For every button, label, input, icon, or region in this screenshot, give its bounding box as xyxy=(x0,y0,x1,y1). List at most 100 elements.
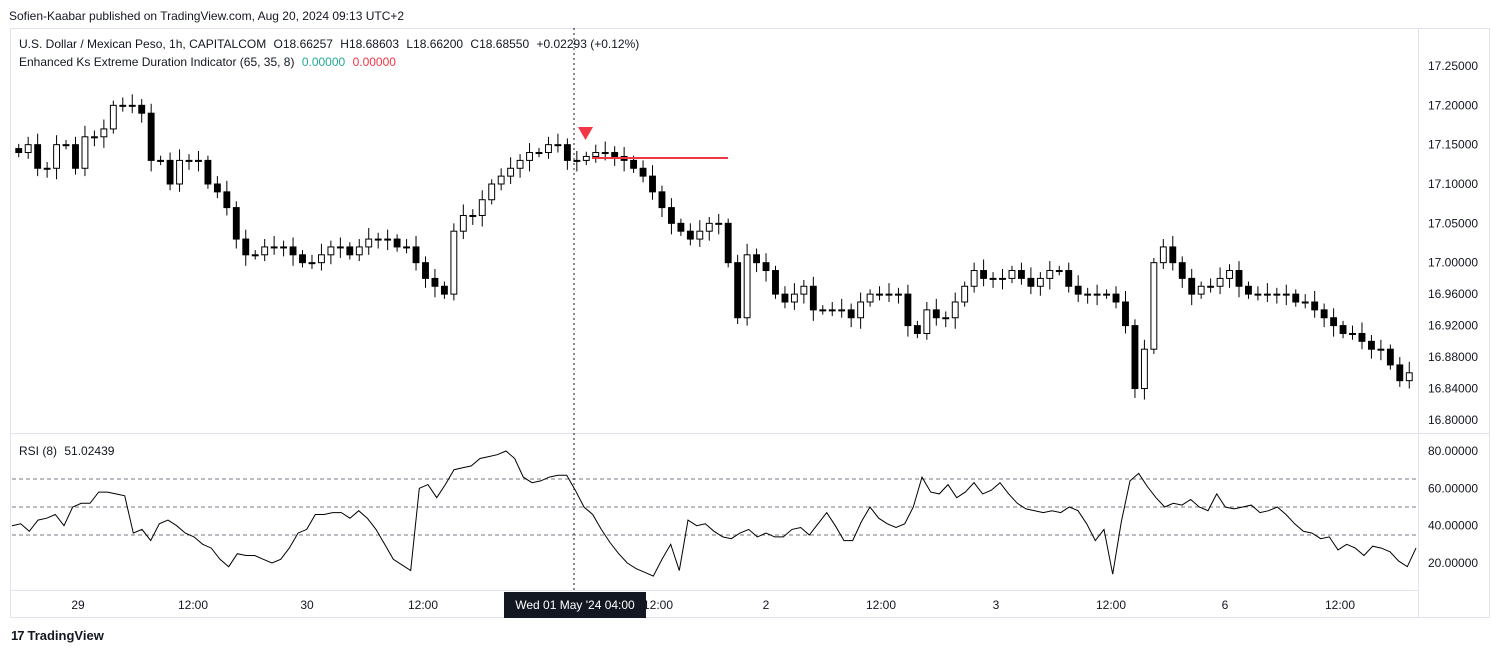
candle-up xyxy=(384,238,392,241)
candle-down xyxy=(299,254,306,264)
candle-down xyxy=(1178,262,1186,279)
rsi-tick-label: 40.00000 xyxy=(1428,519,1478,533)
candle-down xyxy=(440,285,448,295)
candle-up xyxy=(109,104,117,130)
candle-up xyxy=(1263,293,1271,296)
candle-up xyxy=(1377,348,1385,351)
candle-up xyxy=(128,104,136,107)
candle-down xyxy=(630,159,638,169)
candle-up xyxy=(1226,270,1233,279)
candle-down xyxy=(34,144,42,169)
candle-up xyxy=(403,246,410,249)
candle-down xyxy=(677,222,685,232)
candle-up xyxy=(318,254,325,264)
rsi-tick-label: 60.00000 xyxy=(1428,481,1478,495)
candle-up xyxy=(185,159,193,162)
candle-up xyxy=(1093,293,1101,296)
candle-up xyxy=(81,136,89,169)
candle-down xyxy=(668,207,675,224)
candle-up xyxy=(261,246,269,256)
time-tick-label: 29 xyxy=(71,598,85,612)
symbol-legend[interactable]: U.S. Dollar / Mexican Peso, 1h, CAPITALC… xyxy=(19,37,643,51)
candle-down xyxy=(563,144,571,161)
candle-up xyxy=(478,199,486,216)
price-tick-label: 17.25000 xyxy=(1428,59,1478,73)
candle-down xyxy=(649,175,656,193)
candle-down xyxy=(1320,309,1328,319)
indicator-title: Enhanced Ks Extreme Duration Indicator (… xyxy=(19,55,295,69)
time-tick-label: 12:00 xyxy=(178,598,208,612)
candle-up xyxy=(942,317,950,320)
candle-up xyxy=(176,159,183,185)
candle-up xyxy=(857,301,865,319)
close-value: C18.68550 xyxy=(470,37,530,51)
candle-down xyxy=(223,191,231,209)
tradingview-footer[interactable]: 17 TradingView xyxy=(11,628,104,643)
time-tick-label: 12:00 xyxy=(1096,598,1126,612)
candle-up xyxy=(1273,293,1281,296)
candle-up xyxy=(790,293,798,303)
candle-up xyxy=(1036,277,1044,287)
rsi-tick-label: 20.00000 xyxy=(1428,556,1478,570)
candle-up xyxy=(507,167,515,177)
rsi-value: 51.02439 xyxy=(64,444,115,458)
publisher-caption: Sofien-Kaabar published on TradingView.c… xyxy=(9,9,405,23)
chart-frame xyxy=(10,28,1490,618)
candle-down xyxy=(412,246,420,264)
time-tick-label: 12:00 xyxy=(408,598,438,612)
time-tick-label: 30 xyxy=(300,598,314,612)
candle-up xyxy=(119,104,127,107)
candle-down xyxy=(138,104,146,114)
candle-up xyxy=(1140,348,1148,390)
price-tick-label: 17.15000 xyxy=(1428,138,1478,152)
candle-down xyxy=(734,262,742,319)
candle-up xyxy=(1301,301,1309,304)
candle-up xyxy=(488,183,496,201)
price-tick-label: 16.84000 xyxy=(1428,382,1478,396)
candle-up xyxy=(800,285,808,295)
candle-down xyxy=(913,325,921,334)
candle-down xyxy=(72,144,79,169)
change-value: +0.02293 (+0.12%) xyxy=(536,37,640,51)
candle-down xyxy=(232,207,240,240)
candle-down xyxy=(204,159,212,185)
price-tick-label: 17.20000 xyxy=(1428,98,1478,112)
rsi-title: RSI (8) xyxy=(19,444,58,458)
candle-up xyxy=(819,309,827,312)
rsi-line xyxy=(11,450,1417,577)
candle-up xyxy=(53,144,61,169)
candle-down xyxy=(1027,277,1035,287)
candle-up xyxy=(526,152,533,161)
candle-up xyxy=(705,222,713,232)
candle-down xyxy=(1292,293,1300,303)
candle-down xyxy=(289,246,297,256)
time-tick-label: 12:00 xyxy=(866,598,896,612)
candle-down xyxy=(762,262,770,272)
indicator-legend[interactable]: Enhanced Ks Extreme Duration Indicator (… xyxy=(19,55,400,69)
rsi-legend[interactable]: RSI (8) 51.02439 xyxy=(19,444,118,458)
candle-down xyxy=(1131,325,1139,390)
time-tick-label: 12:00 xyxy=(643,598,673,612)
candle-up xyxy=(497,175,505,185)
candle-down xyxy=(639,167,647,177)
candle-up xyxy=(895,293,902,296)
candle-up xyxy=(1405,372,1413,382)
candle-down xyxy=(213,183,221,193)
candle-up xyxy=(24,144,32,154)
time-tick-label: 3 xyxy=(993,598,1000,612)
candle-up xyxy=(582,155,590,161)
candle-up xyxy=(43,167,51,170)
candle-up xyxy=(469,214,477,217)
candle-down xyxy=(1235,270,1243,287)
candle-down xyxy=(1245,285,1252,295)
price-tick-label: 17.10000 xyxy=(1428,177,1478,191)
candle-up xyxy=(554,144,562,147)
candle-up xyxy=(923,309,931,334)
candle-up xyxy=(1207,285,1215,288)
candle-down xyxy=(1122,301,1129,327)
price-tick-label: 16.96000 xyxy=(1428,287,1478,301)
candle-down xyxy=(686,230,694,240)
pane-divider[interactable] xyxy=(10,433,1490,434)
time-tick-label: 12:00 xyxy=(1325,598,1355,612)
